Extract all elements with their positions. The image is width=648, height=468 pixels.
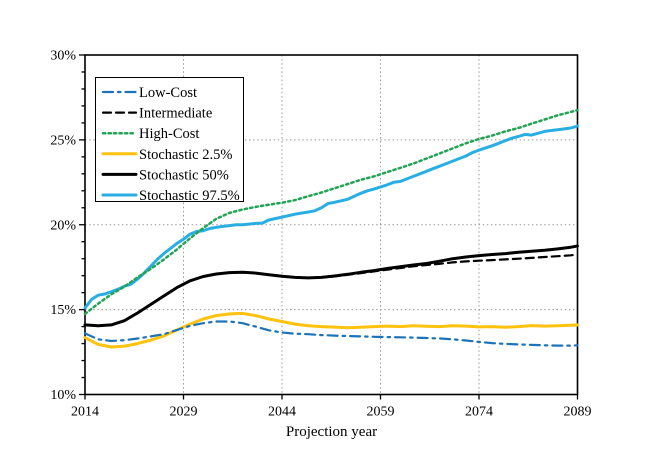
x-tick-label: 2029 — [170, 405, 198, 420]
legend-label: Low-Cost — [139, 85, 197, 101]
series-intermediate — [83, 253, 579, 327]
legend-label: Stochastic 2.5% — [139, 147, 232, 163]
y-tick-label: 30% — [50, 49, 76, 64]
series-low-cost — [83, 320, 579, 347]
legend-label: Stochastic 97.5% — [139, 188, 240, 204]
series-stochastic-2-5 — [83, 311, 579, 349]
y-tick-label: 15% — [50, 303, 76, 318]
legend-item-high-cost: High-Cost — [101, 126, 199, 142]
legend-label: Stochastic 50% — [139, 167, 229, 183]
x-tick-label: 2089 — [564, 405, 592, 420]
tick-labels: 10% 15% 20% 25% 30% 2014 2029 2044 2059 2074 2089 — [50, 49, 591, 420]
x-tick-label: 2014 — [71, 405, 99, 420]
y-tick-label: 20% — [50, 218, 76, 233]
x-tick-label: 2074 — [465, 405, 493, 420]
series-stochastic-97-5 — [83, 124, 579, 310]
legend-label: Intermediate — [139, 106, 212, 122]
x-tick-label: 2059 — [367, 405, 395, 420]
plot-border — [84, 54, 579, 396]
y-tick-label: 25% — [50, 133, 76, 148]
legend-item-stochastic-50: Stochastic 50% — [101, 167, 229, 183]
legend-label: High-Cost — [139, 126, 199, 142]
legend-item-stochastic-2-5: Stochastic 2.5% — [101, 147, 232, 163]
legend-item-stochastic-97-5: Stochastic 97.5% — [101, 188, 240, 204]
series-high-cost — [83, 108, 579, 316]
legend-box — [95, 77, 244, 202]
legend: Low-Cost Intermediate High-Cost Stochastic … — [95, 77, 244, 204]
legend-item-intermediate: Intermediate — [101, 106, 212, 122]
y-tick-label: 10% — [50, 388, 76, 403]
x-tick-label: 2044 — [268, 405, 296, 420]
x-axis-label: Projection year — [285, 424, 378, 440]
legend-item-low-cost: Low-Cost — [101, 85, 197, 101]
